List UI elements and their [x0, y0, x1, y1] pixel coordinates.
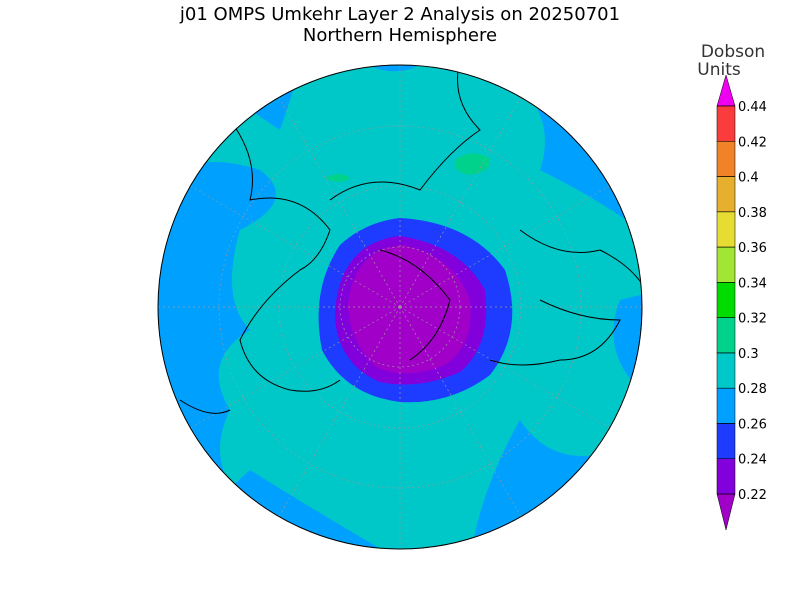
colorbar-band [716, 246, 736, 283]
graticule [399, 306, 522, 517]
colorbar: 0.22 0.24 0.26 0.28 0.3 0.32 0.34 0.36 0.38 0.4 0.… [716, 74, 767, 531]
colorbar-band [716, 352, 736, 389]
graticule [190, 185, 401, 308]
colorbar-band [716, 387, 736, 424]
graticule [399, 306, 610, 429]
colorbar-label: Units [697, 60, 741, 80]
colorbar-band [716, 211, 736, 248]
colorbar-tick-label: 0.42 [738, 135, 767, 150]
colorbar-band [716, 423, 736, 459]
graticule [190, 306, 401, 429]
colorbar-band [716, 176, 736, 213]
map [158, 65, 642, 549]
colorbar-label: Dobson [701, 42, 765, 62]
colorbar-band [716, 458, 736, 495]
coastline [229, 119, 341, 392]
contour-fill [454, 153, 491, 175]
coastline [179, 399, 231, 414]
coastline [489, 299, 621, 366]
colorbar-tick-label: 0.26 [738, 417, 767, 432]
colorbar-tick-label: 0.44 [738, 100, 767, 115]
contour-fill [325, 174, 350, 182]
colorbar-band [716, 282, 736, 318]
graticule [278, 306, 401, 517]
contour-fill [360, 65, 420, 72]
subtitle: Northern Hemisphere [303, 25, 497, 46]
colorbar-tick-label: 0.22 [738, 488, 767, 503]
coastline [329, 65, 481, 201]
graticule [399, 185, 610, 308]
coastline [379, 249, 451, 361]
colorbar-band [716, 317, 736, 354]
colorbar-tick-label: 0.4 [738, 171, 759, 186]
colorbar-tick-label: 0.28 [738, 382, 767, 397]
graticule [399, 97, 522, 308]
title: j01 OMPS Umkehr Layer 2 Analysis on 2025… [179, 4, 620, 25]
graticule [278, 97, 401, 308]
map-border [157, 64, 643, 550]
colorbar-tick-label: 0.38 [738, 206, 767, 221]
colorbar-tick-label: 0.24 [738, 453, 767, 468]
colorbar-tick-label: 0.3 [738, 347, 759, 362]
colorbar-tick-label: 0.36 [738, 241, 767, 256]
colorbar-tick-label: 0.34 [738, 276, 767, 291]
colorbar-band [716, 105, 736, 142]
contour-fill [613, 290, 642, 400]
colorbar-band [716, 141, 736, 177]
colorbar-tick-label: 0.32 [738, 312, 767, 327]
colorbar-arrow [716, 493, 736, 531]
contour-fill [348, 245, 471, 374]
